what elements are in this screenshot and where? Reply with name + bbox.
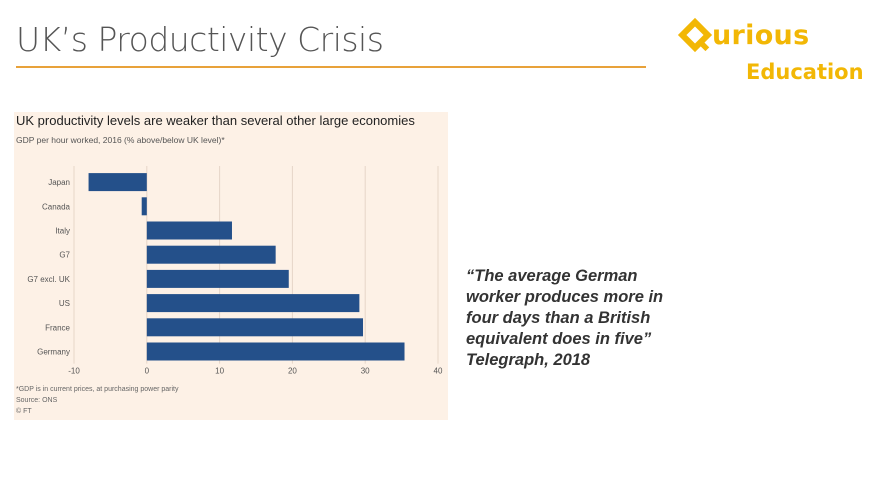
quote-line: equivalent does in five” [466,330,652,348]
chart-title: UK productivity levels are weaker than s… [16,113,415,128]
chart-footnote: *GDP is in current prices, at purchasing… [16,386,179,393]
bar [146,245,276,264]
logo: urious Education [676,12,876,90]
title-underline [16,66,646,68]
x-tick-label: 0 [145,367,150,376]
category-label: G7 excl. UK [27,275,70,284]
chart-source: Source: ONS [16,397,58,404]
bar [146,269,289,288]
x-tick-label: 10 [215,367,224,376]
x-tick-label: -10 [68,367,80,376]
bar-chart: -10 0 10 20 30 40 Japan Canada Italy G7 G7 excl. U… [27,166,443,376]
quote-line: four days than a British [466,309,651,327]
bar [146,294,360,313]
bar [146,221,232,240]
category-label: Canada [42,202,71,211]
logo-subtitle: Education [746,60,864,84]
logo-wordmark: urious [712,20,810,51]
x-tick-label: 30 [361,367,370,376]
quote-attribution: Telegraph, 2018 [466,351,591,369]
chart-copyright: © FT [16,408,32,415]
x-tick-label: 20 [288,367,297,376]
x-tick-label: 40 [434,367,443,376]
bar [146,318,364,337]
bar [141,197,147,216]
category-label: France [45,323,70,332]
bar [146,342,405,361]
chart-panel: -10 0 10 20 30 40 Japan Canada Italy G7 G7 excl. U… [14,112,448,420]
slide-title: UK’s Productivity Crisis [16,20,384,59]
quote-line: worker produces more in [466,288,664,306]
category-label: Japan [48,178,70,187]
bar [88,173,147,192]
chart-subtitle: GDP per hour worked, 2016 (% above/below… [16,135,225,145]
category-label: US [59,299,70,308]
logo-q-icon [677,17,713,53]
category-label: G7 [59,251,70,260]
quote-block: “The average German worker produces more… [466,266,706,371]
category-label: Italy [55,227,70,236]
quote-line: “The average German [466,267,638,285]
category-label: Germany [37,348,70,357]
